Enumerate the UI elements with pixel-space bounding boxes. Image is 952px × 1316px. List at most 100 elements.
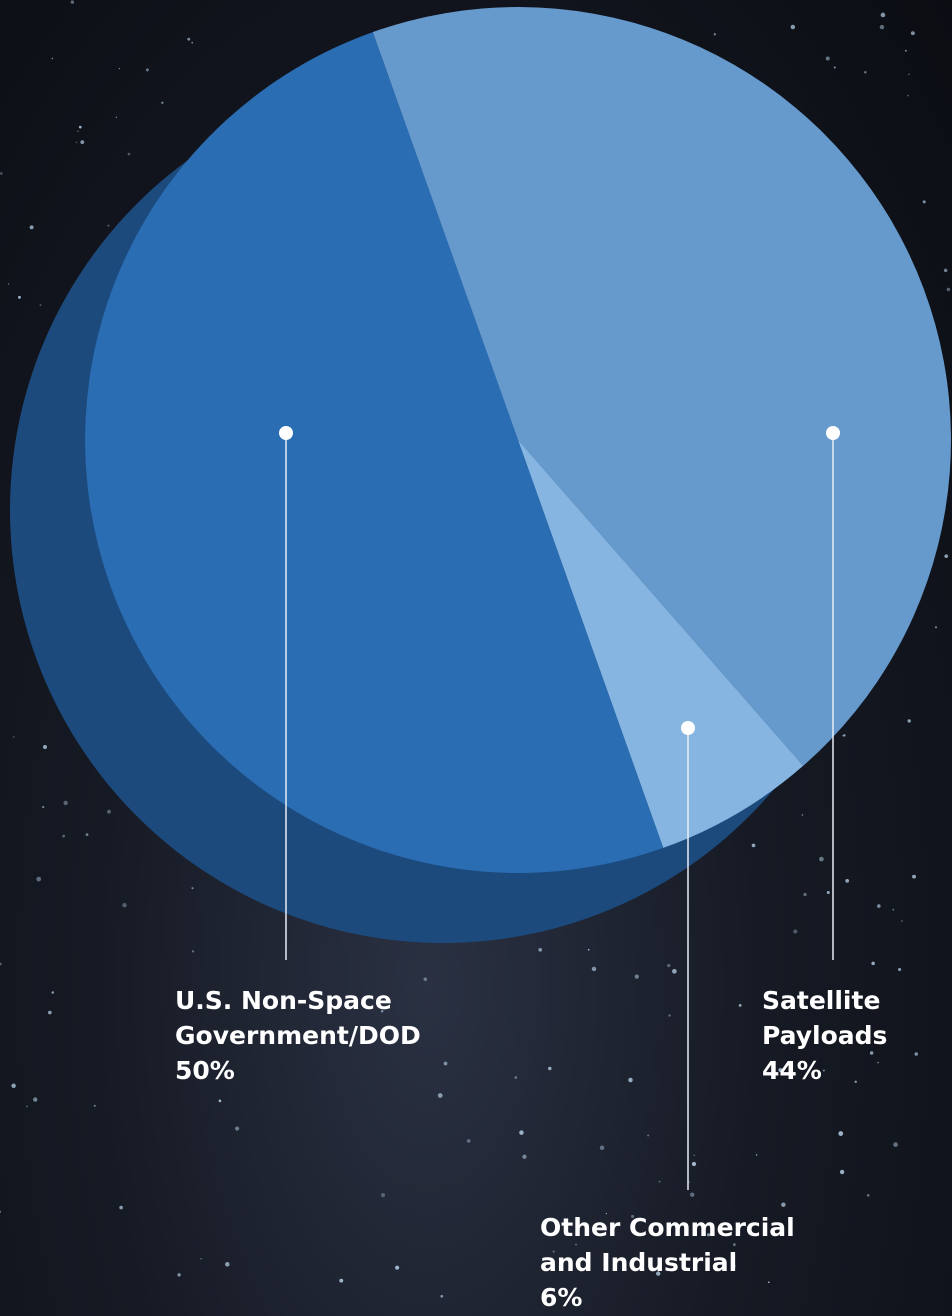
- star: [191, 42, 193, 44]
- star: [119, 1206, 123, 1210]
- star: [791, 25, 795, 29]
- star: [77, 131, 78, 132]
- star: [177, 1273, 180, 1276]
- star: [33, 1097, 37, 1101]
- leader-dot: [681, 721, 695, 735]
- star: [52, 991, 55, 994]
- star: [690, 1193, 694, 1197]
- star: [86, 833, 89, 836]
- value-label: 6%: [540, 1280, 840, 1315]
- star: [635, 975, 639, 979]
- star: [122, 903, 126, 907]
- star: [0, 1211, 1, 1213]
- star: [827, 891, 830, 894]
- star: [739, 1004, 742, 1007]
- star: [36, 877, 41, 882]
- star: [752, 844, 756, 848]
- star: [94, 1105, 96, 1107]
- star: [191, 887, 193, 889]
- star: [668, 1014, 670, 1016]
- star: [912, 875, 916, 879]
- star: [62, 835, 65, 838]
- star: [819, 857, 824, 862]
- star: [588, 949, 590, 951]
- star: [834, 66, 836, 68]
- star: [842, 735, 844, 737]
- star: [877, 904, 881, 908]
- star: [440, 1295, 443, 1298]
- star: [8, 283, 9, 284]
- star: [200, 1258, 202, 1260]
- star: [128, 153, 131, 156]
- star: [80, 140, 84, 144]
- star: [48, 1011, 52, 1015]
- star: [867, 1194, 870, 1197]
- star: [339, 1279, 343, 1283]
- star: [107, 225, 109, 227]
- star: [871, 962, 875, 966]
- star: [667, 964, 670, 967]
- star: [793, 930, 797, 934]
- star: [659, 1181, 661, 1183]
- star: [187, 38, 190, 41]
- star: [907, 95, 909, 97]
- category-label: U.S. Non-Space Government/DOD: [175, 983, 475, 1053]
- star: [519, 1130, 523, 1134]
- star: [947, 288, 950, 291]
- leader-dot: [826, 426, 840, 440]
- star: [892, 909, 894, 911]
- star: [235, 1126, 239, 1130]
- star: [116, 117, 117, 118]
- leader-dot: [279, 426, 293, 440]
- star: [0, 963, 2, 966]
- star: [864, 71, 867, 74]
- star: [689, 1181, 690, 1182]
- star: [161, 102, 163, 104]
- star: [826, 56, 830, 60]
- star: [438, 1093, 443, 1098]
- star: [514, 1076, 517, 1079]
- star: [881, 13, 886, 18]
- star: [26, 1106, 28, 1108]
- star: [76, 142, 78, 144]
- star: [192, 950, 194, 952]
- star: [600, 1146, 605, 1151]
- star: [908, 74, 909, 75]
- star: [692, 1162, 696, 1166]
- star: [694, 1155, 695, 1156]
- star: [548, 1067, 551, 1070]
- star: [911, 31, 915, 35]
- star: [923, 200, 926, 203]
- star: [0, 172, 3, 175]
- star: [840, 1170, 844, 1174]
- star: [467, 1139, 471, 1143]
- star: [18, 296, 21, 299]
- star: [225, 1262, 230, 1267]
- star: [42, 806, 44, 808]
- star: [944, 269, 948, 273]
- star: [803, 893, 806, 896]
- page: U.S. Non-Space Government/DOD50%Satellit…: [0, 0, 952, 1316]
- star: [52, 58, 54, 60]
- star: [423, 978, 427, 982]
- value-label: 44%: [762, 1053, 922, 1088]
- category-label: Other Commercial and Industrial: [540, 1210, 840, 1280]
- star: [944, 554, 948, 558]
- value-label: 50%: [175, 1053, 475, 1088]
- star: [30, 225, 34, 229]
- star: [647, 1135, 649, 1137]
- star: [381, 1193, 385, 1197]
- star: [908, 719, 911, 722]
- star: [146, 68, 149, 71]
- star: [935, 626, 937, 628]
- star: [395, 1266, 399, 1270]
- star: [880, 25, 884, 29]
- star: [901, 920, 903, 922]
- star: [11, 1084, 15, 1088]
- star: [714, 33, 716, 35]
- star: [79, 126, 82, 129]
- star: [845, 879, 849, 883]
- star: [905, 50, 907, 52]
- star: [13, 736, 14, 737]
